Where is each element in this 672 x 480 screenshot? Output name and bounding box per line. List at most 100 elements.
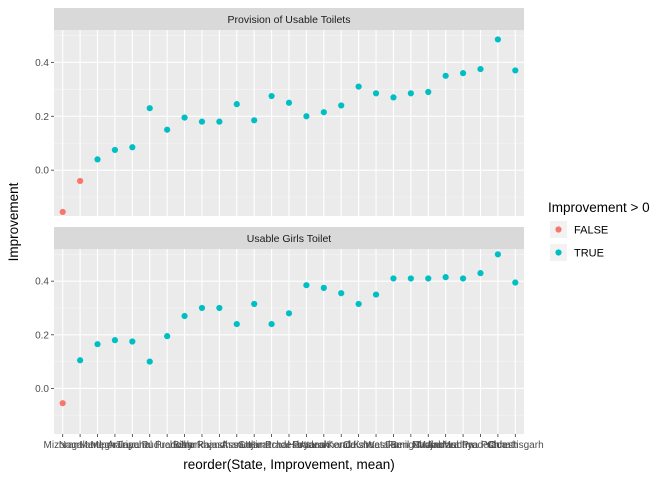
- x-tick-label: Puducherry: [142, 440, 193, 451]
- facet-title: Provision of Usable Toilets: [228, 14, 351, 26]
- data-point: [59, 400, 66, 407]
- y-tick-label: 0.0: [35, 384, 49, 395]
- data-point: [338, 290, 345, 297]
- data-point: [111, 146, 119, 154]
- x-tick-labels: MizoramNagalandManipurMeghalayaTripuraAr…: [44, 434, 544, 451]
- data-point: [372, 90, 380, 97]
- legend: Improvement > 0 FALSE TRUE: [548, 200, 650, 261]
- data-point: [251, 300, 258, 308]
- data-point: [407, 275, 414, 282]
- data-point: [285, 99, 293, 106]
- data-point: [425, 275, 432, 282]
- data-point: [164, 126, 171, 133]
- data-point: [268, 92, 275, 100]
- data-point: [477, 270, 484, 277]
- data-point: [303, 113, 310, 120]
- legend-label: TRUE: [574, 248, 604, 260]
- x-tick-label: West Bengal: [365, 440, 422, 451]
- data-point: [459, 275, 467, 282]
- data-point: [442, 72, 449, 79]
- x-tick-label: Assam: [221, 440, 252, 451]
- panel-1: Provision of Usable Toilets 0.0 0.2 0.4: [35, 8, 524, 216]
- y-tick-label: 0.2: [35, 330, 49, 341]
- x-tick-label: Kerala: [327, 440, 356, 451]
- data-point: [442, 274, 449, 281]
- x-tick-label: Mizoram: [44, 440, 82, 451]
- legend-swatch: [555, 226, 562, 233]
- data-point: [355, 83, 362, 90]
- data-point: [216, 304, 223, 312]
- x-tick-label: Meghalaya: [90, 440, 139, 451]
- x-tick-label: Uttarakhand: [297, 440, 351, 451]
- x-tick-label: Jharkhand: [179, 440, 226, 451]
- data-point: [251, 117, 258, 124]
- x-tick-label: Tripura: [117, 440, 149, 451]
- data-point: [320, 284, 327, 291]
- x-tick-label: Haryana: [288, 440, 326, 451]
- x-axis-title: reorder(State, Improvement, mean): [183, 457, 395, 472]
- legend-label: FALSE: [574, 225, 608, 237]
- x-tick-label: Goa: [488, 440, 507, 451]
- x-tick-label: Uttar Pradesh: [241, 440, 303, 451]
- data-point: [233, 320, 240, 328]
- data-point: [198, 118, 206, 125]
- x-tick-label: Maharashtra: [418, 440, 475, 451]
- x-tick-label: Rajasthan: [197, 440, 242, 451]
- facet-strip: [54, 8, 524, 30]
- y-tick-label: 0.2: [35, 112, 49, 123]
- x-tick-label: Bihar: [173, 440, 197, 451]
- data-point: [494, 251, 501, 258]
- x-tick-label: Nagaland: [59, 440, 102, 451]
- legend-title: Improvement > 0: [548, 200, 650, 215]
- data-point: [77, 177, 84, 185]
- data-point: [268, 320, 275, 328]
- data-point: [181, 114, 188, 121]
- y-tick-label: 0.4: [35, 58, 49, 69]
- x-tick-label: Odisha: [343, 440, 375, 451]
- data-point: [198, 304, 206, 312]
- x-tick-label: Madhya Pradesh: [443, 440, 519, 451]
- data-point: [512, 279, 519, 286]
- data-point: [285, 310, 293, 317]
- x-tick-label: Punjab: [413, 440, 445, 451]
- data-point: [303, 282, 310, 289]
- data-point: [59, 208, 66, 216]
- data-point: [372, 291, 380, 298]
- x-tick-label: Gujarat: [238, 440, 271, 451]
- data-point: [94, 156, 101, 163]
- data-point: [390, 94, 397, 101]
- data-point: [338, 102, 345, 109]
- data-point: [146, 358, 153, 365]
- x-tick-label: Arunachal Pradesh: [107, 440, 192, 451]
- x-tick-label: Manipur: [79, 440, 116, 451]
- data-point: [216, 118, 223, 125]
- data-point: [164, 333, 171, 340]
- data-point: [494, 36, 501, 43]
- data-point: [146, 105, 153, 112]
- x-tick-label: Tamil Nadu: [386, 440, 436, 451]
- y-axis-title: Improvement: [6, 182, 21, 261]
- data-point: [111, 337, 119, 344]
- data-point: [233, 101, 240, 108]
- data-point: [512, 67, 519, 74]
- facet-title: Usable Girls Toilet: [247, 233, 332, 245]
- data-point: [181, 312, 188, 320]
- x-tick-label: Andhra Pradesh: [427, 440, 499, 451]
- data-point: [390, 275, 397, 282]
- data-point: [477, 65, 484, 73]
- x-tick-label: Karnataka: [353, 440, 399, 451]
- data-point: [77, 357, 84, 364]
- data-point: [459, 70, 467, 77]
- x-tick-label: Chhattisgarh: [487, 440, 544, 451]
- x-tick-label: Himachal Pradesh: [248, 440, 330, 451]
- legend-swatch: [555, 249, 562, 256]
- y-tick-label: 0.4: [35, 277, 49, 288]
- y-tick-label: 0.0: [35, 166, 49, 177]
- facet-strip: [54, 227, 524, 249]
- data-point: [355, 300, 362, 308]
- chart-panels: Provision of Usable Toilets 0.0 0.2 0.4 Usab…: [35, 8, 524, 434]
- data-point: [129, 144, 136, 151]
- data-point: [425, 88, 432, 96]
- data-point: [129, 338, 136, 345]
